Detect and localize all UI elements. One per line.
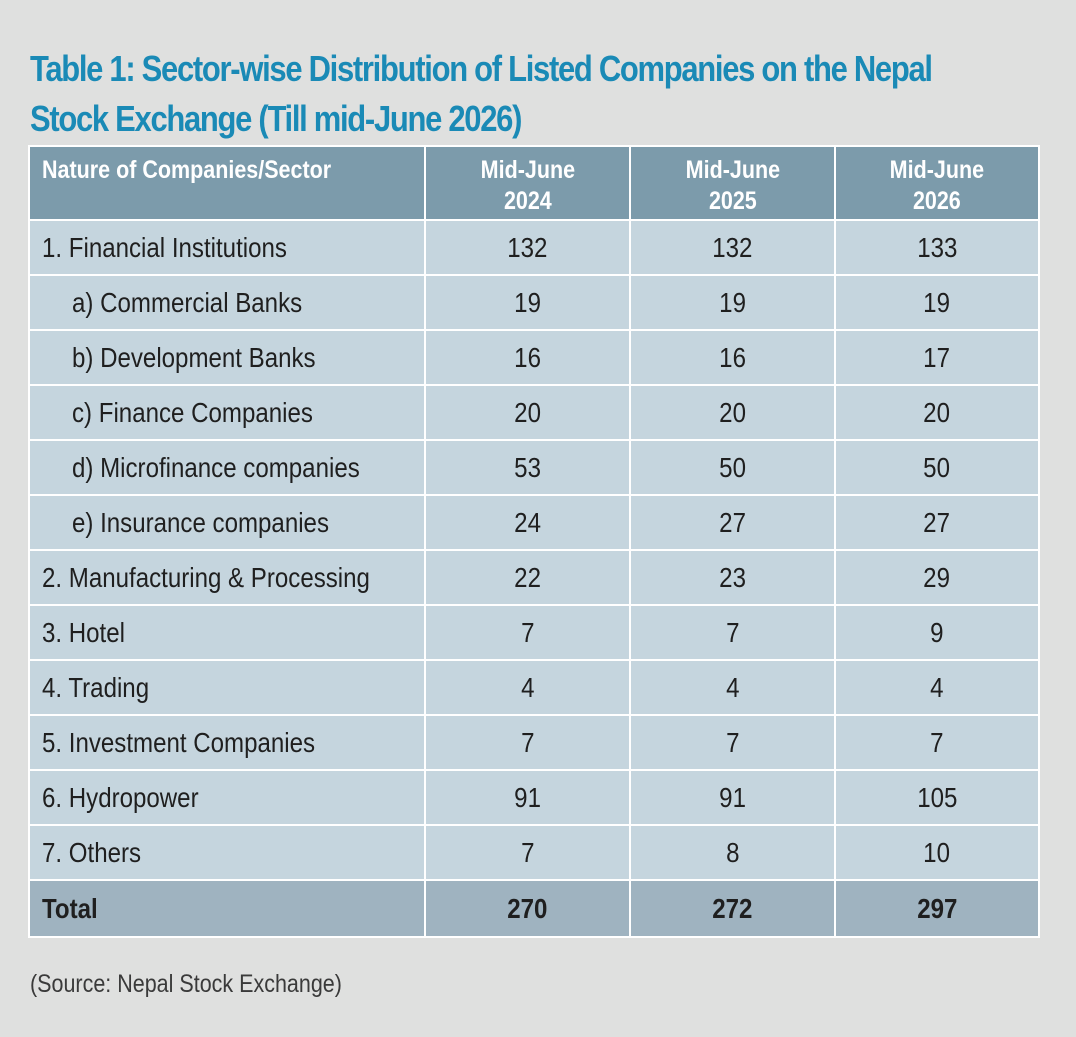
table-row-trading: 4. Trading 4 4 4 [28, 659, 1040, 716]
table-row-total: Total 270 272 297 [28, 879, 1040, 938]
cell-2026: 133 [834, 219, 1040, 276]
table-row-manufacturing-processing: 2. Manufacturing & Processing 22 23 29 [28, 549, 1040, 606]
row-label: 2. Manufacturing & Processing [28, 549, 426, 606]
cell-2024: 20 [424, 384, 631, 441]
table-row-development-banks: b) Development Banks 16 16 17 [28, 329, 1040, 386]
cell-2026: 9 [834, 604, 1040, 661]
table-row-microfinance-companies: d) Microfinance companies 53 50 50 [28, 439, 1040, 496]
row-label: 3. Hotel [28, 604, 426, 661]
cell-2025: 27 [629, 494, 836, 551]
cell-2024: 19 [424, 274, 631, 331]
total-2025: 272 [629, 879, 836, 938]
table-row-others: 7. Others 7 8 10 [28, 824, 1040, 881]
row-label: 1. Financial Institutions [28, 219, 426, 276]
total-label: Total [28, 879, 426, 938]
cell-2025: 7 [629, 714, 836, 771]
cell-2025: 8 [629, 824, 836, 881]
cell-2024: 7 [424, 604, 631, 661]
cell-2025: 20 [629, 384, 836, 441]
row-label: e) Insurance companies [28, 494, 426, 551]
cell-2025: 4 [629, 659, 836, 716]
cell-2026: 17 [834, 329, 1040, 386]
source-note: (Source: Nepal Stock Exchange) [30, 970, 342, 998]
cell-2025: 50 [629, 439, 836, 496]
cell-2024: 53 [424, 439, 631, 496]
row-label: 5. Investment Companies [28, 714, 426, 771]
table-row-investment-companies: 5. Investment Companies 7 7 7 [28, 714, 1040, 771]
cell-2024: 7 [424, 824, 631, 881]
table-row-hydropower: 6. Hydropower 91 91 105 [28, 769, 1040, 826]
cell-2026: 7 [834, 714, 1040, 771]
header-year-2024: Mid-June 2024 [424, 145, 631, 221]
cell-2026: 29 [834, 549, 1040, 606]
row-label: 7. Others [28, 824, 426, 881]
cell-2025: 23 [629, 549, 836, 606]
cell-2026: 19 [834, 274, 1040, 331]
cell-2025: 19 [629, 274, 836, 331]
table-row-hotel: 3. Hotel 7 7 9 [28, 604, 1040, 661]
cell-2025: 16 [629, 329, 836, 386]
table-title-line-2: Stock Exchange (Till mid-June 2026) [30, 98, 522, 139]
cell-2025: 7 [629, 604, 836, 661]
cell-2026: 27 [834, 494, 1040, 551]
cell-2024: 24 [424, 494, 631, 551]
cell-2026: 4 [834, 659, 1040, 716]
cell-2024: 132 [424, 219, 631, 276]
cell-2024: 16 [424, 329, 631, 386]
table-row-finance-companies: c) Finance Companies 20 20 20 [28, 384, 1040, 441]
header-year-2026: Mid-June 2026 [834, 145, 1040, 221]
row-label: d) Microfinance companies [28, 439, 426, 496]
row-label: 6. Hydropower [28, 769, 426, 826]
row-label: c) Finance Companies [28, 384, 426, 441]
listed-companies-table: Nature of Companies/Sector Mid-June 2024 … [28, 145, 1040, 938]
table-row-insurance-companies: e) Insurance companies 24 27 27 [28, 494, 1040, 551]
cell-2024: 7 [424, 714, 631, 771]
table-row-commercial-banks: a) Commercial Banks 19 19 19 [28, 274, 1040, 331]
header-sector: Nature of Companies/Sector [28, 145, 426, 221]
cell-2026: 20 [834, 384, 1040, 441]
cell-2025: 91 [629, 769, 836, 826]
cell-2024: 22 [424, 549, 631, 606]
row-label: b) Development Banks [28, 329, 426, 386]
cell-2025: 132 [629, 219, 836, 276]
table-title: Table 1: Sector-wise Distribution of Lis… [30, 44, 933, 144]
table-row-financial-institutions: 1. Financial Institutions 132 132 133 [28, 219, 1040, 276]
total-2024: 270 [424, 879, 631, 938]
table-title-line-1: Table 1: Sector-wise Distribution of Lis… [30, 48, 933, 89]
row-label: 4. Trading [28, 659, 426, 716]
cell-2026: 50 [834, 439, 1040, 496]
total-2026: 297 [834, 879, 1040, 938]
row-label: a) Commercial Banks [28, 274, 426, 331]
cell-2026: 105 [834, 769, 1040, 826]
header-year-2025: Mid-June 2025 [629, 145, 836, 221]
cell-2024: 4 [424, 659, 631, 716]
cell-2024: 91 [424, 769, 631, 826]
table-header-row: Nature of Companies/Sector Mid-June 2024 … [28, 145, 1040, 221]
cell-2026: 10 [834, 824, 1040, 881]
